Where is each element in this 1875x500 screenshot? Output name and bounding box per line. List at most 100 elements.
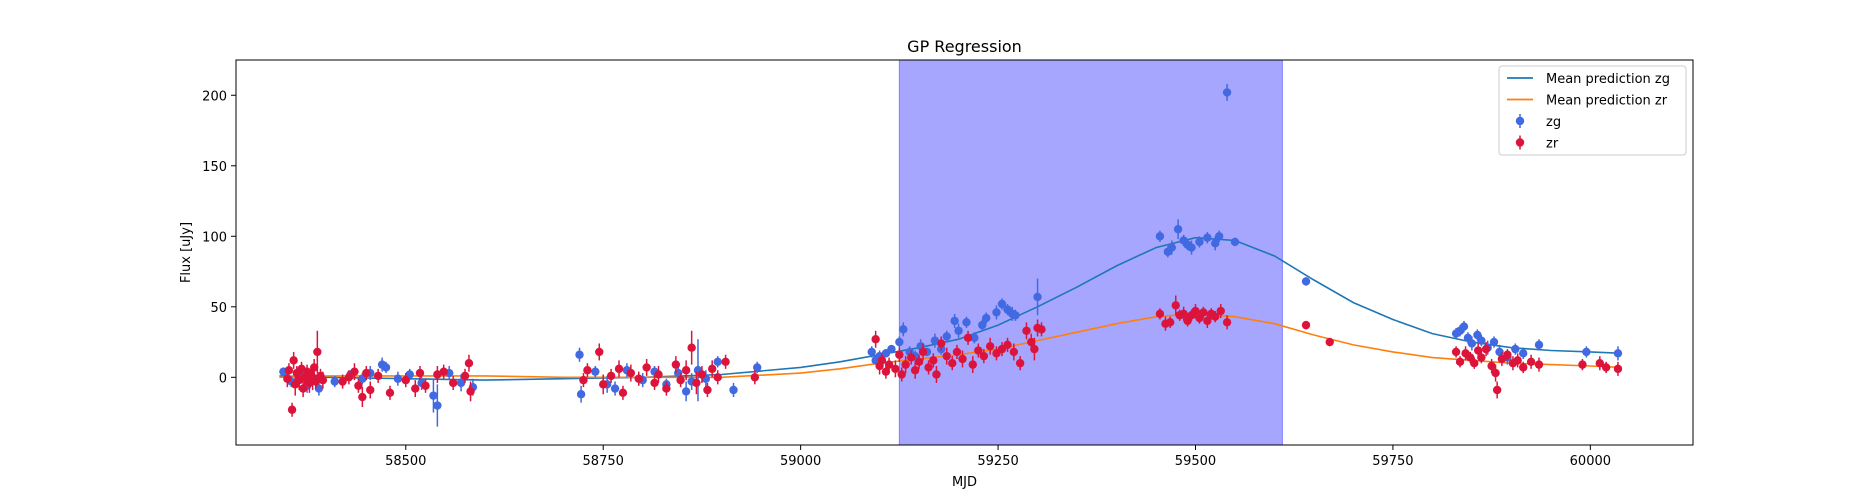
axes-frame — [235, 59, 1694, 446]
data-point-zg — [962, 316, 971, 328]
marker — [289, 356, 298, 365]
marker — [1474, 346, 1483, 355]
marker — [1526, 357, 1536, 366]
marker — [948, 359, 957, 368]
data-point-zg — [381, 361, 391, 374]
marker — [421, 381, 430, 390]
data-point-zr — [421, 378, 430, 393]
data-point-zr — [318, 371, 328, 389]
data-point-zg — [982, 312, 991, 324]
marker — [1003, 340, 1012, 350]
marker — [1519, 363, 1528, 372]
marker — [942, 351, 951, 361]
marker — [703, 385, 712, 395]
data-point-zg — [1301, 277, 1311, 286]
marker — [932, 370, 941, 379]
data-point-zg — [1033, 278, 1042, 316]
data-point-zr — [1595, 356, 1605, 371]
marker — [1301, 320, 1311, 330]
data-point-zr — [906, 350, 916, 365]
marker — [330, 377, 339, 386]
marker — [350, 367, 359, 376]
data-point-zr — [884, 357, 894, 372]
marker — [671, 360, 681, 369]
marker — [997, 299, 1007, 309]
data-point-zg — [1467, 336, 1477, 351]
data-point-zr — [897, 367, 906, 382]
plot-area — [235, 59, 1694, 446]
marker — [1301, 277, 1311, 286]
marker — [929, 356, 938, 365]
marker — [311, 377, 320, 386]
data-point-zr — [914, 354, 924, 369]
data-point-zr — [583, 363, 592, 378]
marker — [950, 316, 959, 326]
data-point-zr — [1513, 353, 1522, 368]
data-point-zg — [1230, 237, 1240, 247]
marker — [575, 350, 584, 359]
marker — [1578, 360, 1587, 369]
marker — [899, 325, 908, 334]
data-point-zr — [448, 375, 458, 390]
marker — [1503, 350, 1512, 359]
data-point-zr — [433, 366, 442, 383]
data-point-zg — [576, 385, 586, 403]
marker — [354, 381, 363, 390]
data-point-zr — [1030, 337, 1039, 361]
marker — [1455, 357, 1465, 366]
data-point-zr — [385, 385, 395, 400]
shaded-region-layer — [898, 59, 1283, 446]
marker — [1222, 318, 1232, 327]
data-point-zr — [910, 361, 920, 379]
data-point-zr — [338, 374, 347, 389]
marker — [1613, 349, 1623, 358]
marker — [887, 344, 896, 354]
marker — [692, 378, 701, 388]
marker — [606, 371, 616, 381]
y-tick-label: 0 — [219, 371, 227, 386]
marker — [713, 373, 722, 382]
marker — [1487, 361, 1496, 371]
marker — [753, 363, 762, 372]
marker — [318, 375, 328, 385]
marker — [1214, 232, 1224, 241]
data-point-zr — [464, 354, 474, 372]
marker — [968, 360, 977, 369]
marker — [283, 374, 292, 383]
data-point-zg — [681, 381, 691, 402]
data-point-zg — [1195, 236, 1204, 248]
marker — [729, 385, 738, 395]
data-point-zr — [948, 356, 957, 371]
marker — [464, 359, 474, 368]
data-point-zr — [1211, 311, 1220, 323]
marker — [579, 375, 588, 385]
marker — [992, 308, 1001, 317]
data-point-zr — [671, 356, 681, 374]
data-point-zg — [942, 330, 951, 343]
marker — [591, 367, 600, 376]
marker — [891, 364, 900, 374]
marker — [897, 370, 906, 379]
data-point-zr — [350, 363, 359, 381]
marker — [1491, 368, 1500, 378]
data-point-zr — [366, 381, 375, 399]
data-point-zr — [654, 366, 663, 383]
data-point-zr — [713, 370, 722, 385]
y-axis-ticks: 0 50 100 150 200 — [202, 89, 236, 386]
marker — [1037, 325, 1046, 334]
legend: Mean prediction zg Mean prediction zr zg zr — [1498, 65, 1687, 156]
marker — [877, 356, 887, 365]
data-point-zg — [978, 319, 987, 331]
marker — [937, 339, 946, 348]
marker — [439, 367, 448, 376]
marker — [952, 347, 962, 357]
data-point-zr — [298, 380, 308, 398]
marker — [1171, 301, 1180, 310]
y-tick-label: 50 — [210, 301, 227, 316]
data-point-zr — [1519, 361, 1528, 374]
y-tick-label: 200 — [202, 89, 227, 104]
data-point-zg — [1613, 346, 1623, 361]
marker — [618, 388, 628, 398]
marker — [1582, 347, 1591, 357]
marker — [963, 333, 973, 343]
